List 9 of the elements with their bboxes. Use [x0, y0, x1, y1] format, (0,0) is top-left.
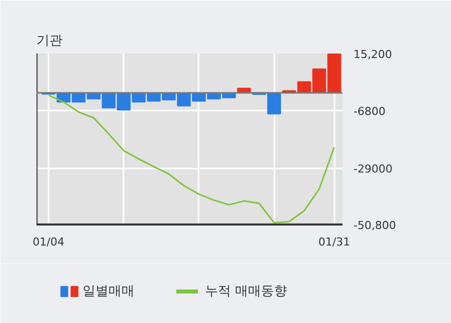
chart-title: 기관 — [36, 34, 62, 48]
y-tick-label: -50,800 — [354, 219, 396, 232]
x-tick-label: 01/04 — [32, 236, 64, 248]
y-tick-label: -29000 — [354, 162, 392, 176]
legend-label: 일별매매 — [82, 284, 135, 299]
x-tick-label: 01/31 — [318, 236, 350, 248]
y-tick-label: 15,200 — [354, 48, 392, 61]
legend-label: 누적 매매동향 — [204, 284, 287, 299]
y-tick-label: -6800 — [354, 105, 386, 118]
